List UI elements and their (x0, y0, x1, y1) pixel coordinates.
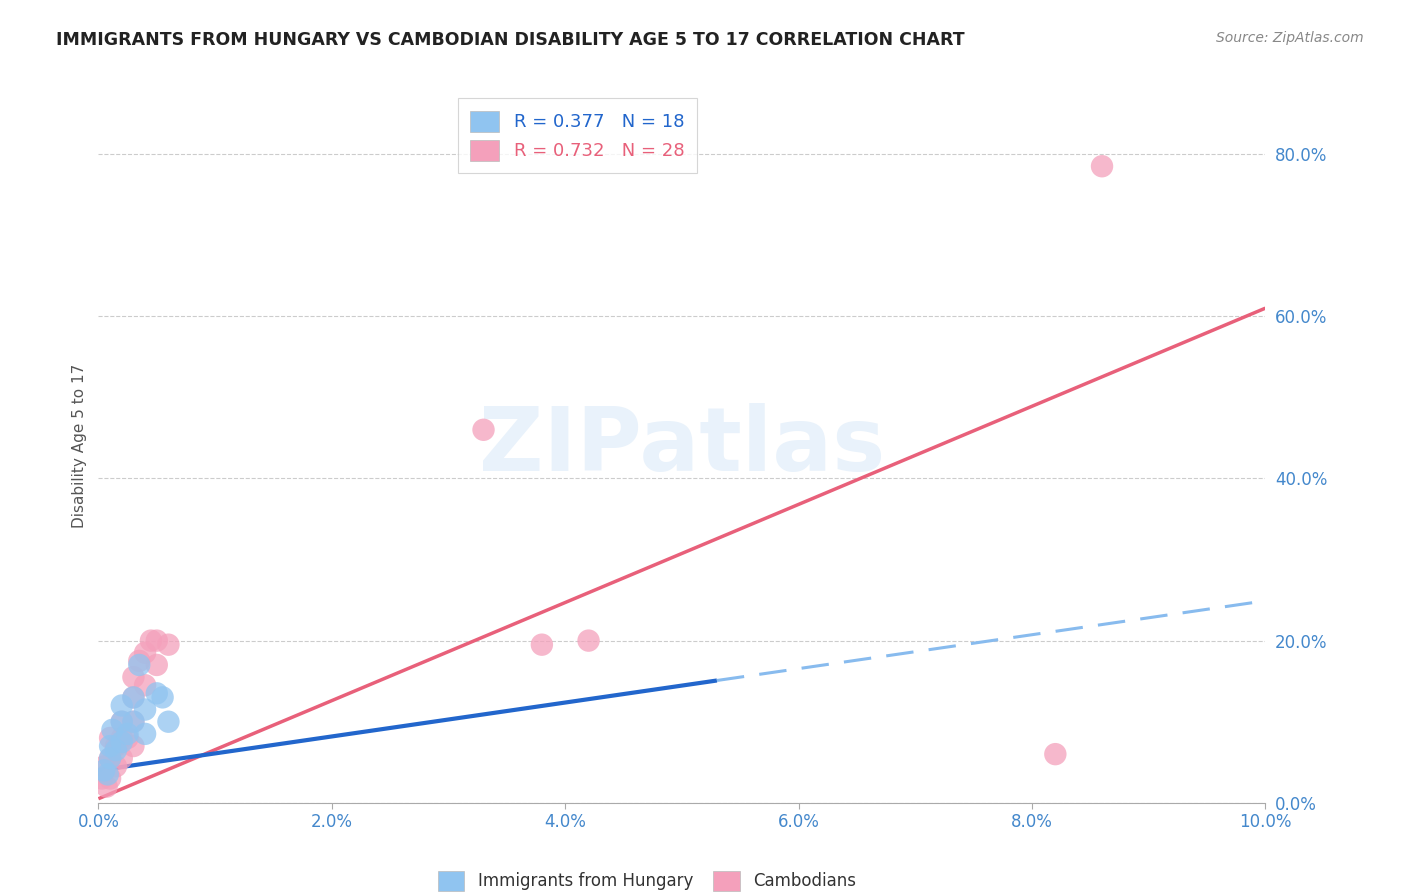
Point (146, 657, 169, 672)
Point (111, 731, 134, 745)
Point (111, 714, 134, 729)
Point (98, 731, 121, 745)
Text: IMMIGRANTS FROM HUNGARY VS CAMBODIAN DISABILITY AGE 5 TO 17 CORRELATION CHART: IMMIGRANTS FROM HUNGARY VS CAMBODIAN DIS… (56, 31, 965, 49)
Point (134, 646, 156, 660)
Point (98, 751, 121, 765)
Point (134, 727, 156, 741)
Point (98, 772, 121, 786)
Text: Source: ZipAtlas.com: Source: ZipAtlas.com (1216, 31, 1364, 45)
Point (122, 690, 145, 705)
Point (104, 743, 127, 757)
Point (157, 638, 180, 652)
Point (530, 638, 553, 652)
Point (128, 654, 150, 668)
Point (128, 657, 150, 672)
Text: ZIPatlas: ZIPatlas (479, 402, 884, 490)
Point (111, 714, 134, 729)
Point (117, 727, 139, 741)
Point (152, 690, 174, 705)
Point (111, 735, 134, 749)
Point (122, 714, 145, 729)
Point (122, 714, 145, 729)
Point (101, 723, 124, 737)
Point (578, 633, 600, 648)
Point (117, 731, 139, 745)
Point (1045, 747, 1067, 761)
Point (93, 759, 115, 773)
Point (111, 698, 134, 713)
Point (122, 670, 145, 684)
Point (134, 678, 156, 692)
Point (157, 714, 180, 729)
Point (146, 633, 169, 648)
Point (1091, 159, 1114, 173)
Point (139, 633, 162, 648)
Point (472, 423, 495, 437)
Point (97, 767, 120, 781)
Point (134, 702, 156, 716)
Y-axis label: Disability Age 5 to 17: Disability Age 5 to 17 (72, 364, 87, 528)
Point (90, 772, 112, 786)
Point (146, 686, 169, 700)
Point (93, 764, 115, 778)
Point (98, 751, 121, 765)
Point (104, 759, 127, 773)
Point (96, 780, 118, 794)
Point (98, 739, 121, 753)
Point (104, 739, 127, 753)
Point (122, 739, 145, 753)
Point (111, 751, 134, 765)
Point (122, 690, 145, 705)
Legend: Immigrants from Hungary, Cambodians: Immigrants from Hungary, Cambodians (432, 864, 863, 892)
